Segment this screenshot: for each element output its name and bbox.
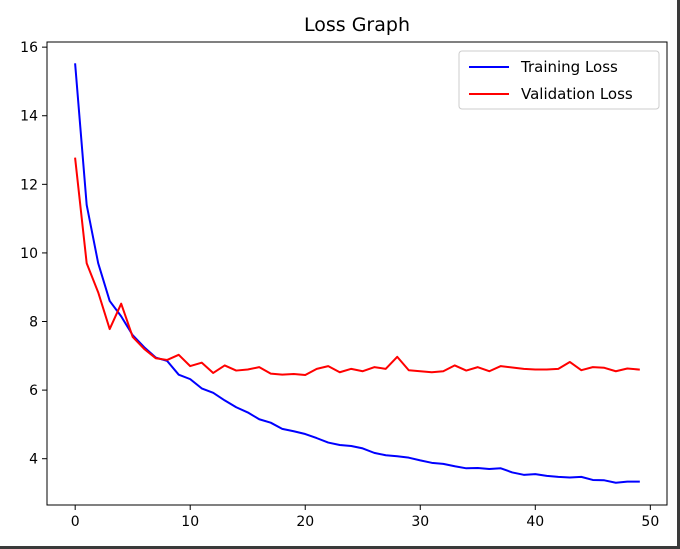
y-tick-label: 10 — [20, 246, 38, 262]
y-tick-label: 4 — [29, 452, 38, 468]
legend-label: Validation Loss — [521, 85, 633, 103]
legend: Training Loss Validation Loss — [458, 50, 660, 110]
series-line-training-loss — [74, 63, 640, 484]
x-tick-label: 50 — [641, 514, 659, 530]
x-tick-label: 0 — [71, 514, 80, 530]
chart-title: Loss Graph — [304, 14, 410, 36]
x-tick-label: 10 — [181, 514, 199, 530]
plot-area — [74, 63, 640, 484]
y-tick-label: 6 — [29, 383, 38, 399]
axes: 0 10 20 30 40 50 4 6 8 10 12 14 16 — [20, 40, 668, 530]
axes-frame — [46, 41, 668, 506]
x-tick-label: 40 — [526, 514, 544, 530]
y-tick-label: 16 — [20, 40, 38, 56]
y-tick-label: 12 — [20, 177, 38, 193]
y-tick-label: 8 — [29, 315, 38, 331]
x-tick-label: 30 — [411, 514, 429, 530]
y-tick-label: 14 — [20, 109, 38, 125]
series-line-validation-loss — [74, 157, 640, 377]
legend-label: Training Loss — [520, 58, 618, 76]
x-tick-label: 20 — [296, 514, 314, 530]
